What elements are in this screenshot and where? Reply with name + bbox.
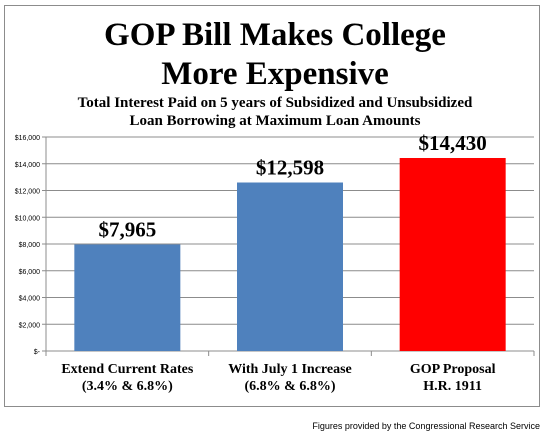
x-category-label: With July 1 Increase [228, 362, 352, 377]
y-tick-label: $12,000 [15, 189, 40, 196]
y-tick-label: $- [34, 349, 41, 356]
x-category-label: (3.4% & 6.8%) [82, 379, 173, 394]
data-label: $7,965 [98, 217, 156, 241]
x-category-label: Extend Current Rates [61, 362, 194, 377]
y-tick-label: $2,000 [19, 322, 41, 329]
y-tick-label: $8,000 [19, 242, 41, 249]
x-category-label: GOP Proposal [410, 362, 496, 377]
chart-subtitle-line1: Total Interest Paid on 5 years of Subsid… [77, 95, 473, 111]
bar [74, 244, 181, 351]
chart-subtitle-line2: Loan Borrowing at Maximum Loan Amounts [129, 113, 421, 129]
x-category-label: H.R. 1911 [423, 379, 482, 394]
data-label: $14,430 [419, 131, 487, 155]
data-label: $12,598 [256, 156, 324, 180]
y-tick-label: $6,000 [19, 269, 41, 276]
bar [399, 157, 506, 351]
y-tick-label: $4,000 [19, 296, 41, 303]
x-category-label: (6.8% & 6.8%) [245, 379, 336, 394]
bar [237, 182, 343, 351]
y-tick-label: $16,000 [15, 135, 40, 142]
chart-title-line2: More Expensive [161, 56, 389, 92]
chart-title-line1: GOP Bill Makes College [104, 17, 446, 53]
y-tick-label: $10,000 [15, 215, 40, 222]
source-footnote: Figures provided by the Congressional Re… [312, 421, 540, 431]
y-tick-label: $14,000 [15, 162, 40, 169]
